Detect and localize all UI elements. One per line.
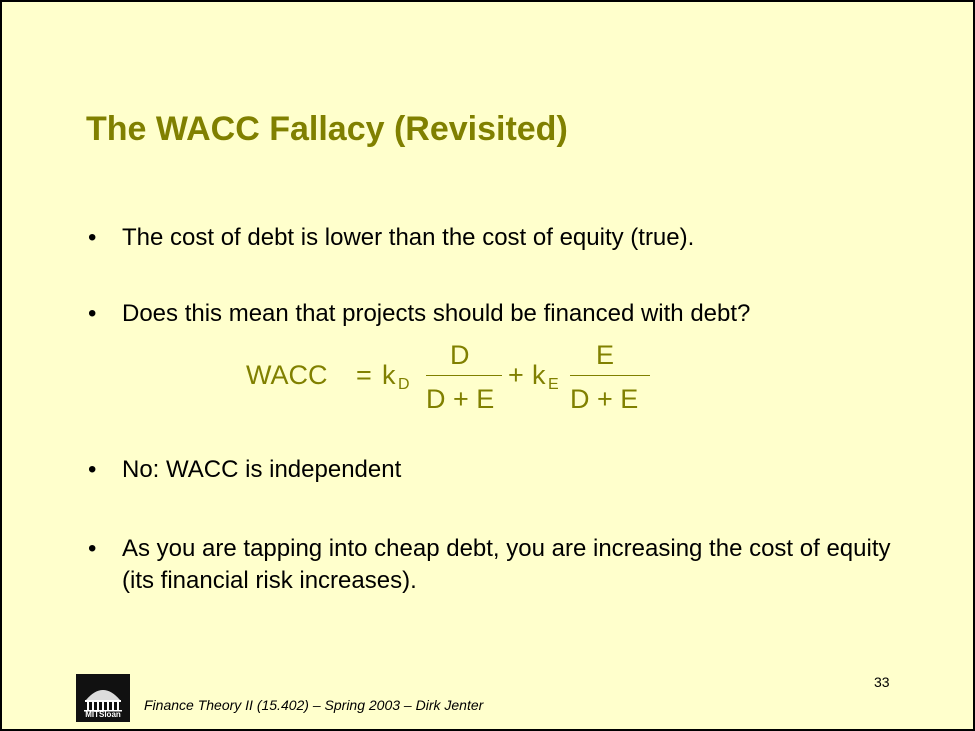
equation-denominator-debt: D + E	[426, 384, 495, 414]
bullet-dot: •	[88, 535, 97, 562]
equation-plus: +	[508, 360, 524, 390]
slide-footer: Finance Theory II (15.402) – Spring 2003…	[144, 697, 484, 713]
bullet-dot: •	[88, 224, 97, 251]
equation-sub-equity: E	[548, 376, 559, 393]
wacc-equation: WACC = k D D D + E + k E E D + E	[242, 338, 662, 418]
slide-title: The WACC Fallacy (Revisited)	[86, 110, 568, 148]
equation-numerator-debt: D	[450, 340, 470, 370]
page-number: 33	[874, 674, 890, 690]
fraction-line	[570, 375, 650, 376]
bullet-text: Does this mean that projects should be f…	[122, 300, 751, 327]
equation-equals: =	[356, 360, 372, 390]
fraction-line	[426, 375, 502, 376]
bullet-text: As you are tapping into cheap debt, you …	[122, 535, 891, 594]
equation-k-equity: k	[532, 360, 546, 390]
logo-label: MITSloan	[85, 710, 121, 719]
equation-lhs: WACC	[246, 360, 328, 390]
equation-denominator-equity: D + E	[570, 384, 639, 414]
mit-sloan-logo: MITSloan	[76, 674, 130, 722]
bullet-dot: •	[88, 456, 97, 483]
equation-k-debt: k	[382, 360, 396, 390]
equation-numerator-equity: E	[596, 340, 615, 370]
equation-sub-debt: D	[398, 376, 410, 393]
bullet-text: No: WACC is independent	[122, 456, 402, 483]
bullet-dot: •	[88, 300, 97, 327]
bullet-text: The cost of debt is lower than the cost …	[122, 224, 695, 251]
mit-dome-icon	[84, 690, 122, 712]
